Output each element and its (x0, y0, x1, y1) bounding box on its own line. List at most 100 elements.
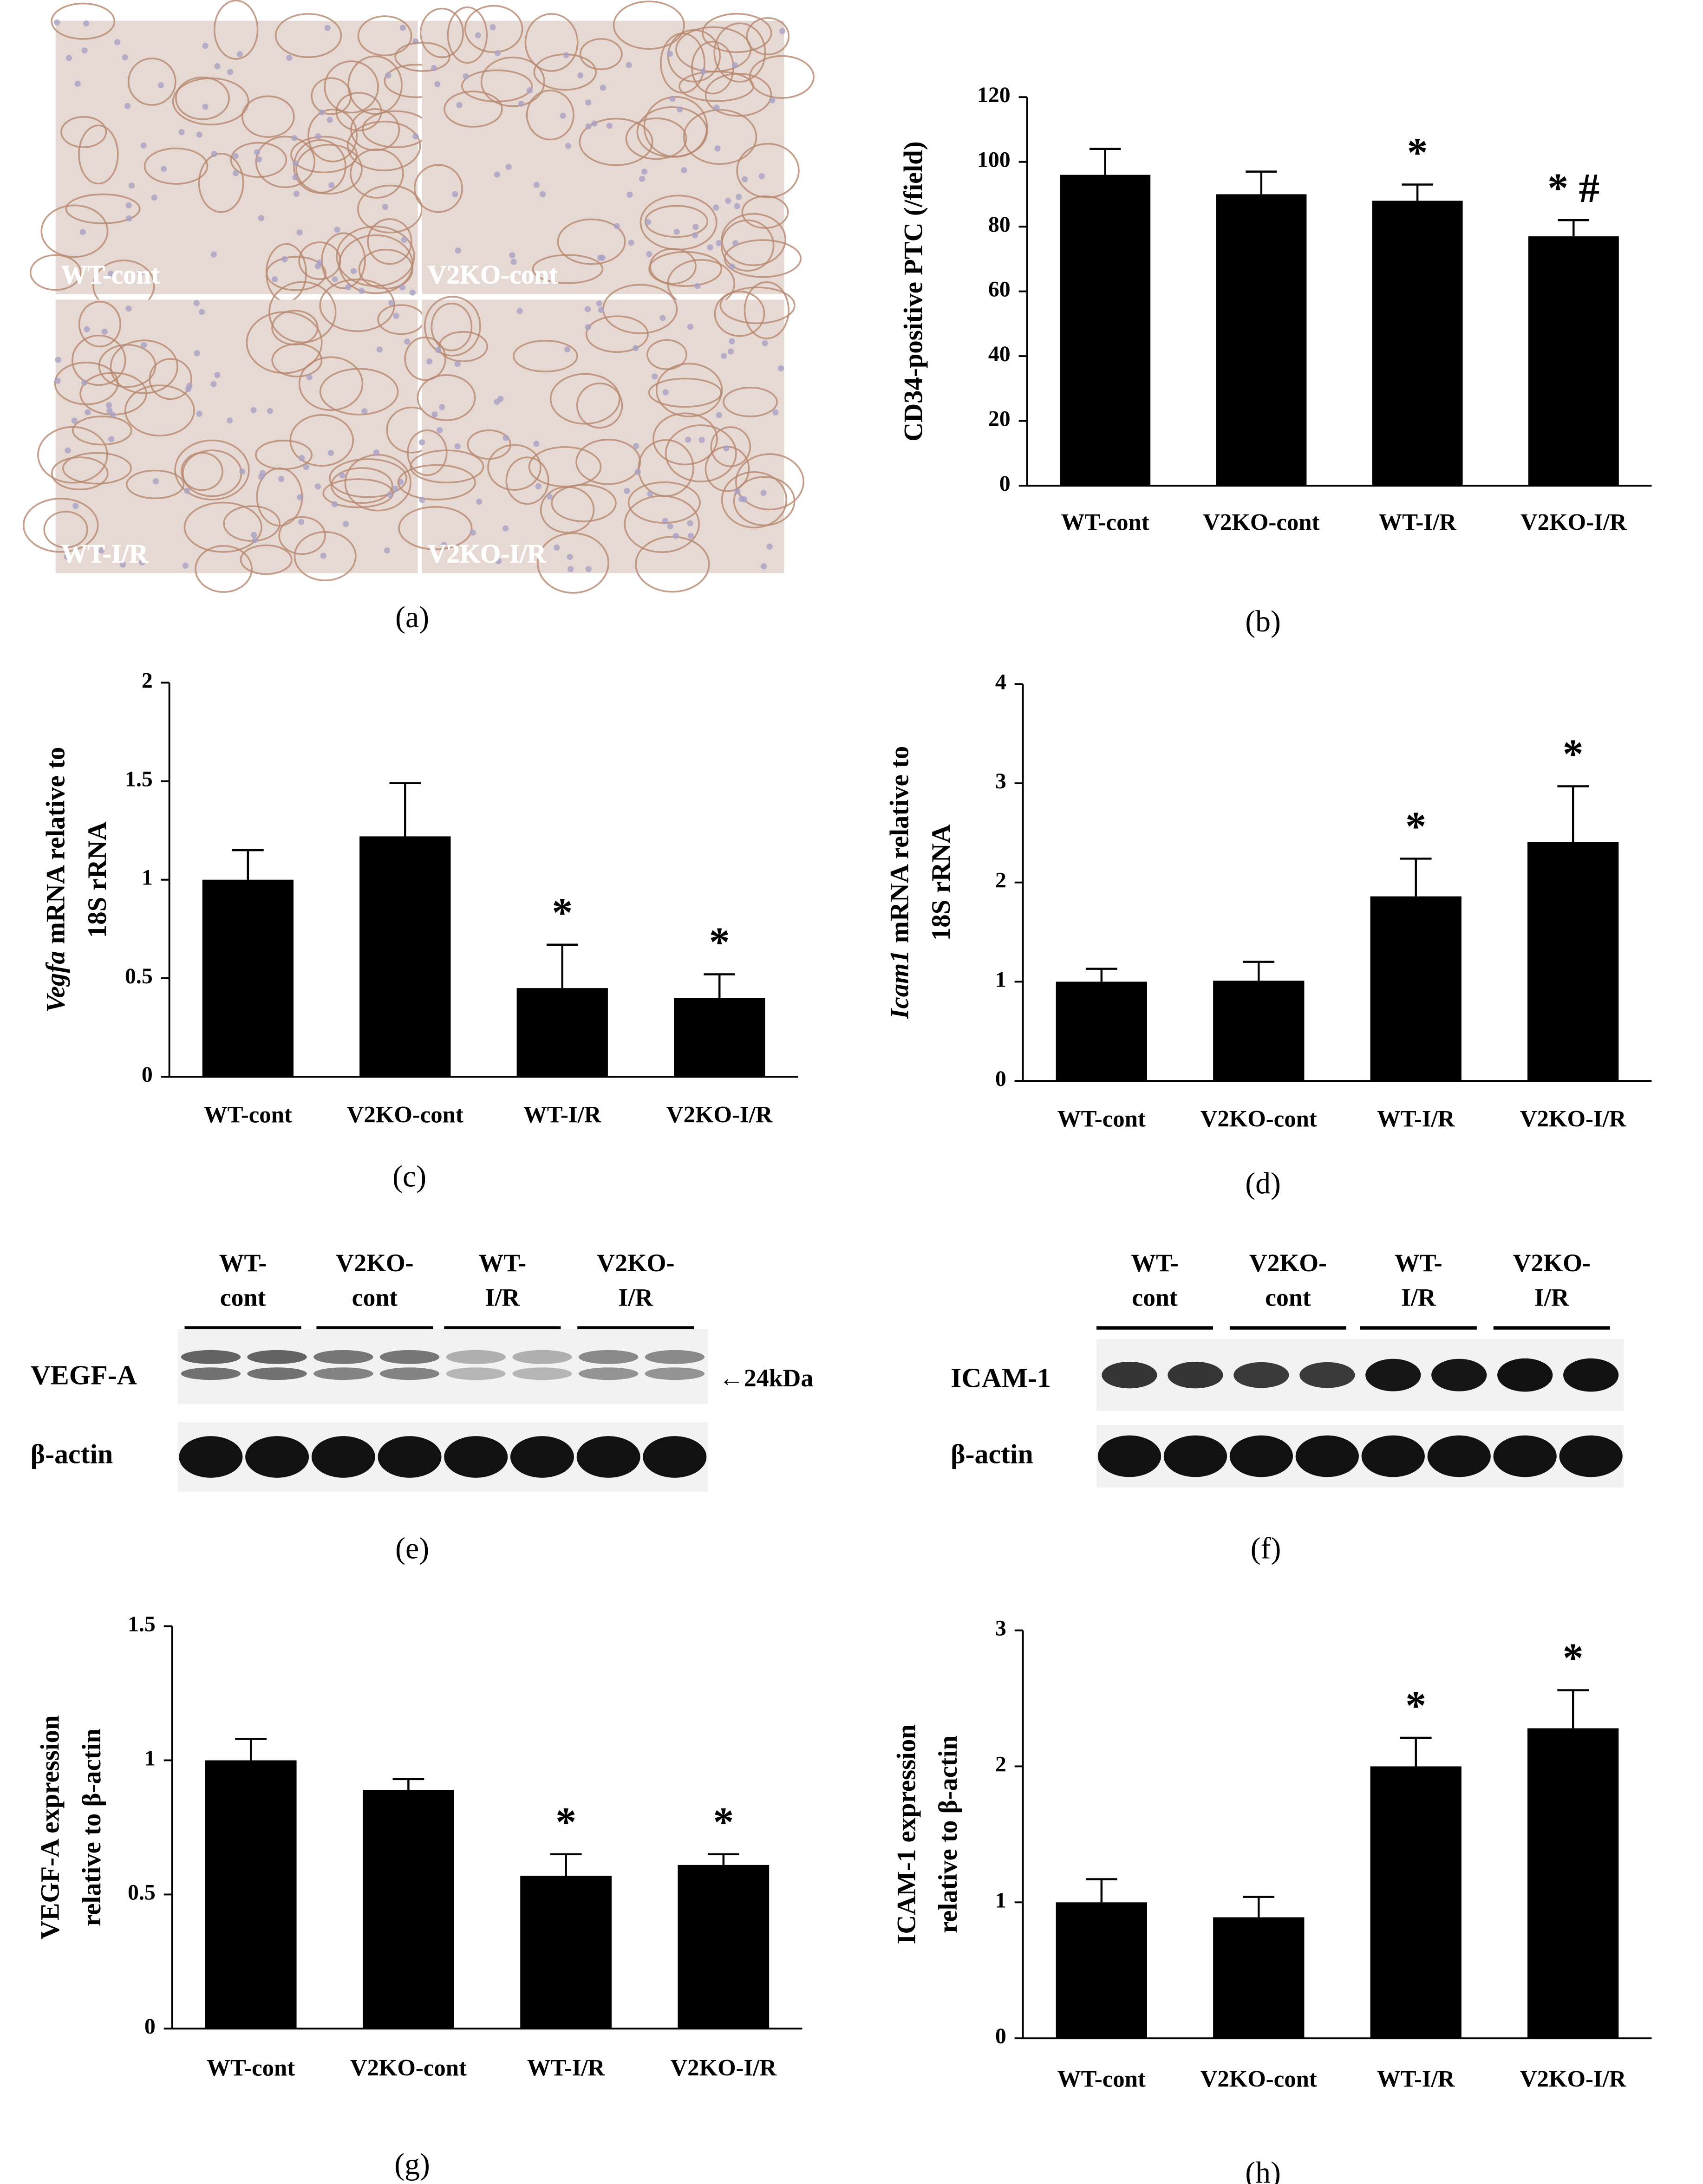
tubule (149, 358, 192, 400)
nucleus (232, 153, 239, 159)
nucleus (687, 533, 694, 539)
tubule (357, 15, 412, 57)
nucleus (769, 97, 776, 104)
y-axis-label: 18S rRNA (927, 824, 956, 941)
blot-row-label: VEGF-A (31, 1359, 137, 1390)
x-tick-label: WT-cont (1061, 509, 1149, 535)
nucleus (314, 483, 321, 490)
y-tick-label: 2 (995, 868, 1006, 893)
nucleus (108, 436, 115, 442)
tubule (532, 254, 604, 284)
nucleus (533, 441, 540, 447)
nucleus (533, 182, 540, 188)
tubule (635, 536, 710, 593)
nucleus (297, 494, 303, 500)
tubule (464, 5, 523, 53)
bar (1056, 982, 1147, 1081)
band (446, 1367, 506, 1380)
tubule (447, 6, 488, 64)
nucleus (388, 299, 395, 306)
tubule (557, 218, 626, 265)
band (379, 1350, 440, 1364)
nucleus (662, 389, 669, 396)
tubule (419, 7, 464, 58)
nucleus (324, 25, 331, 31)
y-axis-label-part: CD34-positive PTC (/field) (899, 141, 928, 441)
nucleus (151, 194, 157, 201)
nucleus (303, 464, 309, 470)
tubule (724, 239, 802, 278)
nucleus (741, 176, 748, 182)
nucleus (393, 312, 399, 319)
tubule (144, 147, 209, 185)
nucleus (343, 520, 349, 527)
x-tick-label: V2KO-cont (347, 1101, 463, 1127)
nucleus (271, 276, 278, 283)
nucleus (494, 50, 501, 57)
nucleus (292, 160, 299, 167)
nucleus (716, 240, 722, 247)
bar (1216, 194, 1307, 486)
tubule (223, 505, 281, 542)
y-tick-label: 0 (995, 1066, 1006, 1091)
bar (678, 1865, 770, 2029)
nucleus (463, 73, 469, 79)
panel-label: (d) (1245, 1166, 1281, 1200)
nucleus (199, 309, 205, 315)
nucleus (494, 171, 500, 178)
tubule (407, 429, 448, 476)
nucleus (596, 300, 603, 307)
bar (1060, 175, 1151, 486)
y-tick-label: 3 (995, 1616, 1006, 1641)
nucleus (628, 240, 634, 246)
significance-mark: * (1563, 1635, 1584, 1681)
nucleus (685, 436, 692, 443)
bar (205, 1760, 297, 2029)
y-tick-label: 3 (995, 769, 1006, 793)
significance-mark: * (1405, 1683, 1426, 1729)
nucleus (731, 62, 738, 69)
tubule (367, 218, 412, 265)
nucleus (762, 340, 768, 346)
nucleus (392, 485, 399, 492)
nucleus (452, 191, 458, 197)
nucleus (419, 497, 425, 503)
blot-group-label: cont (1265, 1284, 1311, 1312)
nucleus (510, 259, 517, 265)
y-axis-label-part: VEGF-A expression (36, 1715, 65, 1939)
tubule (347, 55, 403, 115)
tubule (579, 117, 653, 166)
nucleus (591, 120, 598, 127)
tubule (290, 136, 358, 174)
nucleus (419, 439, 425, 446)
nucleus (326, 117, 333, 123)
bar (520, 1875, 612, 2029)
nucleus (339, 472, 346, 479)
nucleus (401, 236, 407, 243)
nucleus (196, 131, 202, 138)
nucleus (202, 43, 209, 49)
actin-band (643, 1436, 707, 1478)
nucleus (624, 488, 630, 494)
tubule (295, 143, 363, 195)
x-tick-label: V2KO-cont (1201, 2066, 1317, 2092)
nucleus (345, 284, 352, 291)
nucleus (516, 308, 523, 314)
tubule (720, 219, 775, 272)
y-axis-label: CD34-positive PTC (/field) (899, 141, 928, 441)
nucleus (698, 436, 705, 443)
nucleus (292, 174, 299, 181)
y-axis-label: Icam1 mRNA relative to (885, 746, 914, 1020)
nucleus (299, 455, 305, 462)
nucleus (646, 251, 652, 257)
nucleus (71, 417, 78, 424)
y-tick-label: 120 (977, 83, 1011, 107)
x-tick-label: WT-cont (1057, 2066, 1146, 2092)
tubule (613, 0, 685, 50)
nucleus (716, 412, 722, 418)
nucleus (296, 229, 303, 236)
nucleus (251, 532, 257, 538)
nucleus (669, 96, 676, 102)
band (1168, 1361, 1223, 1389)
tubule (733, 476, 796, 526)
